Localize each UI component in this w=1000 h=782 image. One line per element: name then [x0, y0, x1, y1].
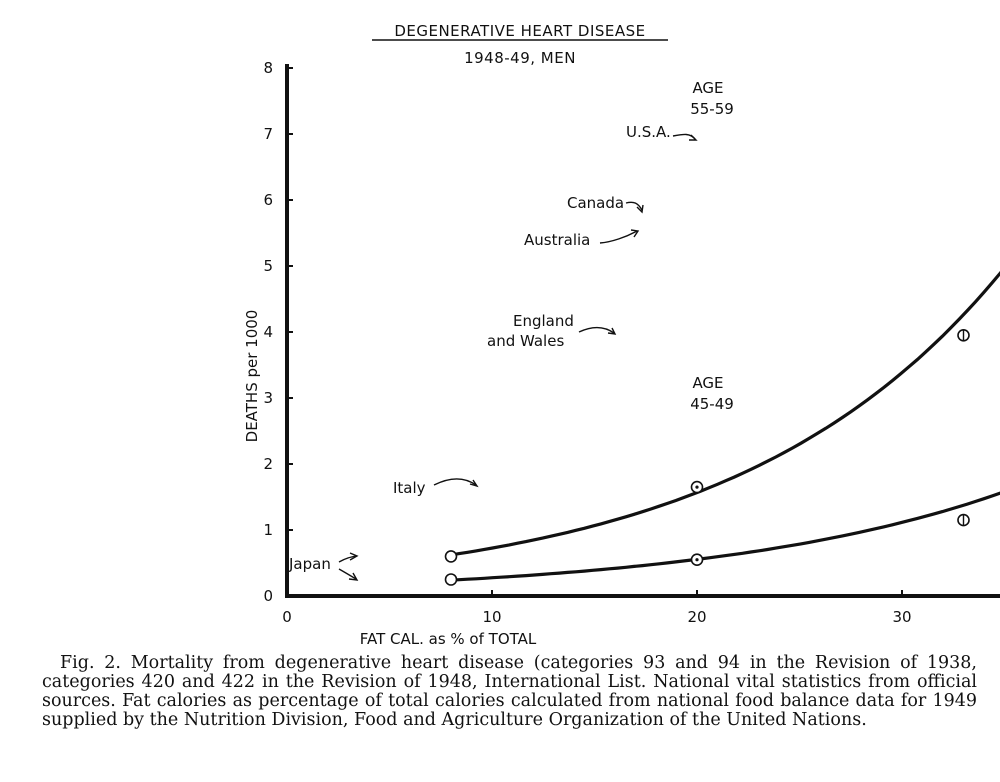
x-tick-label: 30 [892, 608, 911, 626]
arrow-australia-head [630, 229, 640, 238]
data-point [444, 573, 458, 586]
x-tick-label: 10 [482, 608, 501, 626]
arrow-italy [433, 478, 477, 486]
y-tick-label: 8 [263, 59, 273, 77]
curve-age-45-49 [450, 491, 1000, 582]
arrow-italy-head [469, 479, 479, 488]
y-tick-label: 1 [263, 521, 273, 539]
curve-age-55-59 [450, 270, 1000, 557]
arrow-canada [625, 201, 643, 211]
data-point [957, 513, 970, 527]
data-point [690, 553, 704, 567]
series-label-45-49-line2: 45-49 [690, 395, 734, 413]
arrow-canada-head [636, 204, 644, 214]
arrow-japan-lower-head [348, 572, 359, 581]
x-tick-label: 20 [687, 608, 706, 626]
arrow-usa-head [689, 134, 698, 141]
data-markers [444, 328, 970, 586]
annotation-england-line1: England [513, 312, 574, 330]
annotation-canada: Canada [567, 194, 624, 212]
series-label-55-59-line1: AGE [692, 79, 723, 97]
data-point [957, 328, 970, 342]
axes: 012345678010203040 [263, 59, 1000, 626]
arrow-japan-upper [338, 555, 357, 563]
series-label-45-49-line1: AGE [692, 374, 723, 392]
figure-caption: Fig. 2. Mortality from degenerative hear… [42, 653, 977, 730]
y-tick-label: 6 [263, 191, 273, 209]
y-tick-label: 7 [263, 125, 273, 143]
x-axis-label: FAT CAL. as % of TOTAL [360, 630, 537, 648]
curves [450, 270, 1000, 582]
annotation-australia: Australia [524, 231, 590, 249]
y-tick-label: 3 [263, 389, 273, 407]
annotation-usa: U.S.A. [626, 123, 671, 141]
arrow-england [578, 326, 615, 334]
x-tick-label: 0 [282, 608, 292, 626]
arrow-australia [599, 230, 638, 244]
arrow-england-head [607, 327, 617, 335]
annotation-italy: Italy [393, 479, 426, 497]
y-tick-label: 2 [263, 455, 273, 473]
data-point [690, 480, 704, 494]
y-axis-label: DEATHS per 1000 [243, 310, 261, 443]
y-tick-label: 0 [263, 587, 273, 605]
arrow-japan-upper-head [349, 552, 359, 561]
chart-subtitle: 1948-49, MEN [464, 49, 576, 67]
chart-title: DEGENERATIVE HEART DISEASE [394, 22, 645, 40]
annotation-japan: Japan [288, 555, 331, 573]
y-tick-label: 4 [263, 323, 273, 341]
series-label-55-59-line2: 55-59 [690, 100, 734, 118]
annotation-england-line2: and Wales [487, 332, 564, 350]
y-tick-label: 5 [263, 257, 273, 275]
arrow-japan-lower [338, 568, 357, 580]
annotation-arrows [338, 133, 698, 581]
chart: DEGENERATIVE HEART DISEASE 1948-49, MEN … [243, 22, 1000, 648]
data-point [444, 550, 458, 563]
